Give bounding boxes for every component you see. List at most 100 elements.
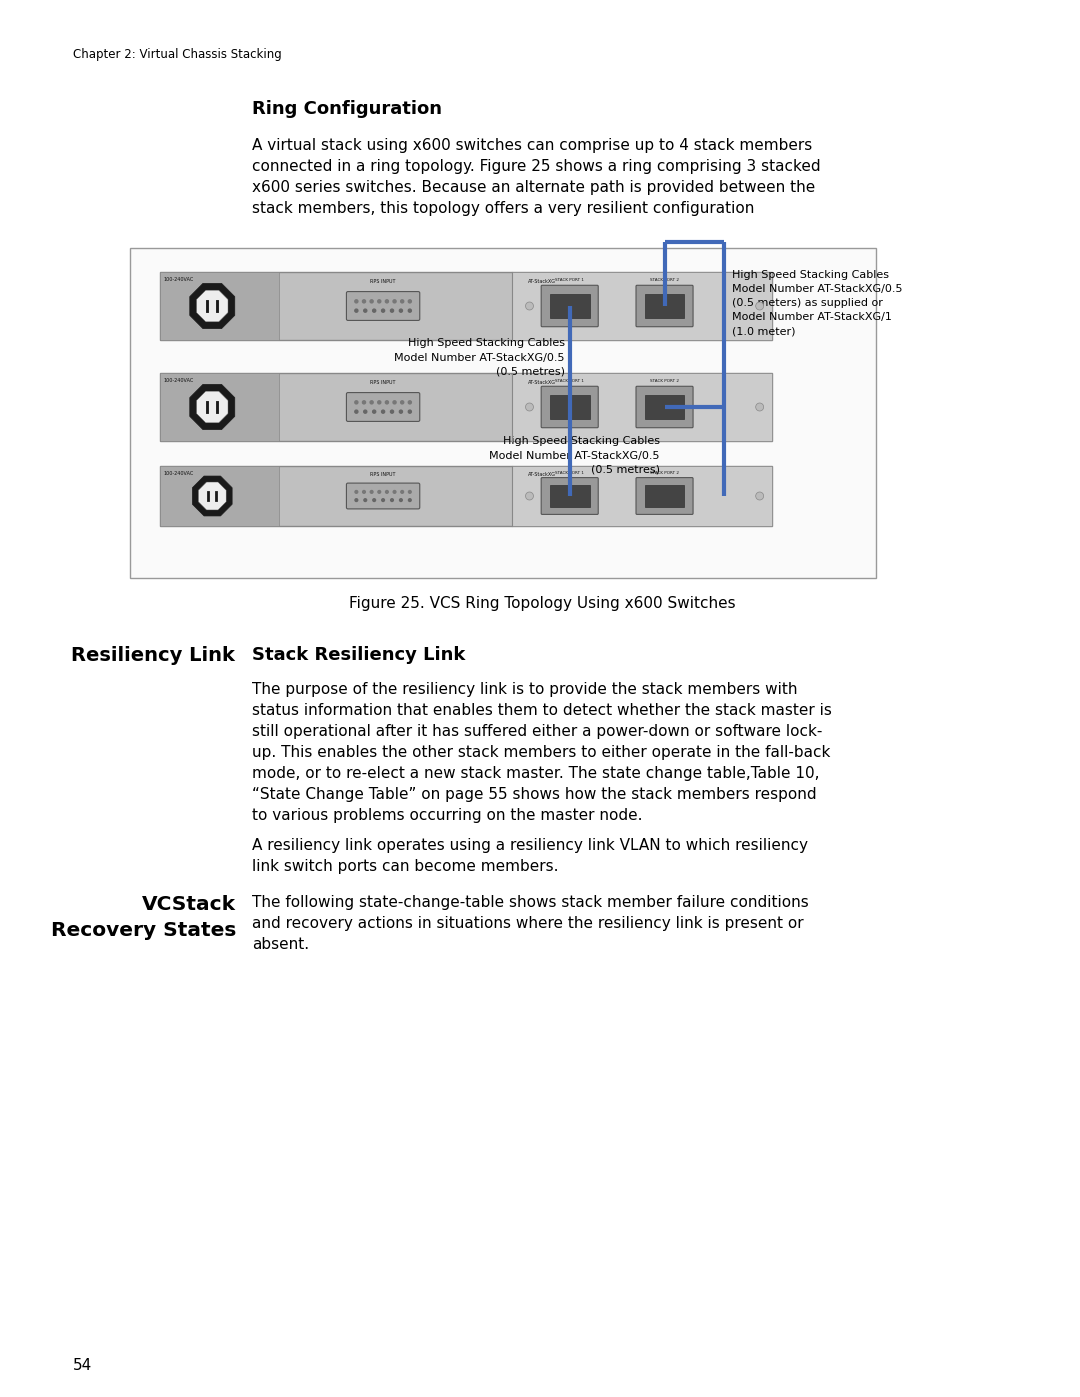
FancyBboxPatch shape — [541, 285, 598, 327]
Text: status information that enables them to detect whether the stack master is: status information that enables them to … — [253, 703, 833, 718]
FancyBboxPatch shape — [347, 292, 420, 320]
FancyBboxPatch shape — [541, 478, 598, 514]
Polygon shape — [190, 284, 234, 328]
Text: 100-240VAC: 100-240VAC — [164, 379, 194, 383]
Polygon shape — [190, 384, 234, 430]
Circle shape — [363, 300, 365, 303]
Polygon shape — [197, 391, 228, 423]
Text: AT-StackXG: AT-StackXG — [528, 472, 556, 476]
Circle shape — [373, 309, 376, 312]
Text: STACK PORT 1: STACK PORT 1 — [555, 278, 584, 282]
Text: STACK PORT 2: STACK PORT 2 — [650, 379, 679, 383]
Circle shape — [393, 300, 396, 303]
Circle shape — [373, 411, 376, 414]
Text: connected in a ring topology. Figure 25 shows a ring comprising 3 stacked: connected in a ring topology. Figure 25 … — [253, 159, 821, 175]
Text: RPS INPUT: RPS INPUT — [370, 380, 396, 386]
Text: up. This enables the other stack members to either operate in the fall-back: up. This enables the other stack members… — [253, 745, 831, 760]
Circle shape — [400, 309, 403, 312]
Circle shape — [408, 490, 411, 493]
Circle shape — [363, 490, 365, 493]
Circle shape — [381, 499, 384, 502]
Text: absent.: absent. — [253, 937, 309, 951]
Text: RPS INPUT: RPS INPUT — [370, 279, 396, 284]
Circle shape — [355, 401, 357, 404]
Text: High Speed Stacking Cables
Model Number AT-StackXG/0.5
(0.5 metres): High Speed Stacking Cables Model Number … — [489, 436, 660, 475]
Circle shape — [526, 492, 534, 500]
Text: STACK PORT 2: STACK PORT 2 — [650, 278, 679, 282]
FancyBboxPatch shape — [550, 293, 590, 319]
Circle shape — [408, 411, 411, 414]
Bar — [160, 467, 771, 527]
Text: VCStack: VCStack — [143, 895, 237, 914]
Text: A virtual stack using x600 switches can comprise up to 4 stack members: A virtual stack using x600 switches can … — [253, 138, 812, 154]
Polygon shape — [197, 291, 228, 321]
Text: 54: 54 — [73, 1358, 93, 1373]
Bar — [160, 373, 279, 441]
FancyBboxPatch shape — [645, 395, 685, 419]
FancyBboxPatch shape — [645, 293, 685, 319]
Text: Chapter 2: Virtual Chassis Stacking: Chapter 2: Virtual Chassis Stacking — [73, 47, 282, 61]
Circle shape — [370, 490, 373, 493]
Bar — [130, 249, 876, 578]
Circle shape — [364, 499, 366, 502]
Text: x600 series switches. Because an alternate path is provided between the: x600 series switches. Because an alterna… — [253, 180, 815, 196]
Text: A resiliency link operates using a resiliency link VLAN to which resiliency: A resiliency link operates using a resil… — [253, 838, 808, 854]
Circle shape — [393, 490, 396, 493]
Polygon shape — [199, 482, 226, 510]
Circle shape — [386, 490, 389, 493]
Bar — [160, 467, 279, 527]
FancyBboxPatch shape — [636, 285, 693, 327]
Circle shape — [400, 499, 402, 502]
Circle shape — [381, 309, 384, 312]
Text: STACK PORT 1: STACK PORT 1 — [555, 471, 584, 475]
Bar — [512, 467, 771, 527]
Circle shape — [370, 401, 374, 404]
Text: Figure 25. VCS Ring Topology Using x600 Switches: Figure 25. VCS Ring Topology Using x600 … — [350, 597, 737, 610]
Bar — [512, 272, 771, 339]
FancyBboxPatch shape — [636, 387, 693, 427]
Text: 100-240VAC: 100-240VAC — [164, 277, 194, 282]
Circle shape — [400, 411, 403, 414]
FancyBboxPatch shape — [541, 387, 598, 427]
Circle shape — [381, 411, 384, 414]
Circle shape — [391, 309, 393, 312]
Circle shape — [355, 411, 357, 414]
Circle shape — [408, 309, 411, 312]
Circle shape — [401, 300, 404, 303]
Circle shape — [756, 302, 764, 310]
Text: AT-StackXG: AT-StackXG — [528, 279, 556, 284]
Circle shape — [355, 300, 357, 303]
Circle shape — [408, 300, 411, 303]
Circle shape — [756, 402, 764, 411]
Circle shape — [364, 411, 367, 414]
Text: STACK PORT 1: STACK PORT 1 — [555, 379, 584, 383]
Text: 100-240VAC: 100-240VAC — [164, 471, 194, 476]
Text: Recovery States: Recovery States — [51, 921, 237, 940]
Bar — [512, 373, 771, 441]
Bar — [160, 272, 771, 339]
Circle shape — [401, 401, 404, 404]
Text: Resiliency Link: Resiliency Link — [70, 645, 234, 665]
Circle shape — [355, 499, 357, 502]
Text: RPS INPUT: RPS INPUT — [370, 472, 396, 476]
Text: The following state-change-table shows stack member failure conditions: The following state-change-table shows s… — [253, 895, 809, 909]
Text: stack members, this topology offers a very resilient configuration: stack members, this topology offers a ve… — [253, 201, 755, 217]
Circle shape — [373, 499, 376, 502]
FancyBboxPatch shape — [550, 485, 590, 507]
Circle shape — [526, 302, 534, 310]
Text: still operational after it has suffered either a power-down or software lock-: still operational after it has suffered … — [253, 724, 823, 739]
Text: High Speed Stacking Cables
Model Number AT-StackXG/0.5
(0.5 meters) as supplied : High Speed Stacking Cables Model Number … — [732, 270, 903, 337]
Bar — [160, 373, 771, 441]
FancyBboxPatch shape — [636, 478, 693, 514]
Text: and recovery actions in situations where the resiliency link is present or: and recovery actions in situations where… — [253, 916, 804, 930]
Text: High Speed Stacking Cables
Model Number AT-StackXG/0.5
(0.5 metres): High Speed Stacking Cables Model Number … — [394, 338, 565, 377]
Circle shape — [364, 309, 367, 312]
Circle shape — [401, 490, 404, 493]
FancyBboxPatch shape — [347, 483, 420, 509]
Bar — [160, 272, 279, 339]
Text: link switch ports can become members.: link switch ports can become members. — [253, 859, 558, 875]
Circle shape — [526, 402, 534, 411]
Text: The purpose of the resiliency link is to provide the stack members with: The purpose of the resiliency link is to… — [253, 682, 798, 697]
Circle shape — [378, 300, 381, 303]
Circle shape — [386, 401, 389, 404]
